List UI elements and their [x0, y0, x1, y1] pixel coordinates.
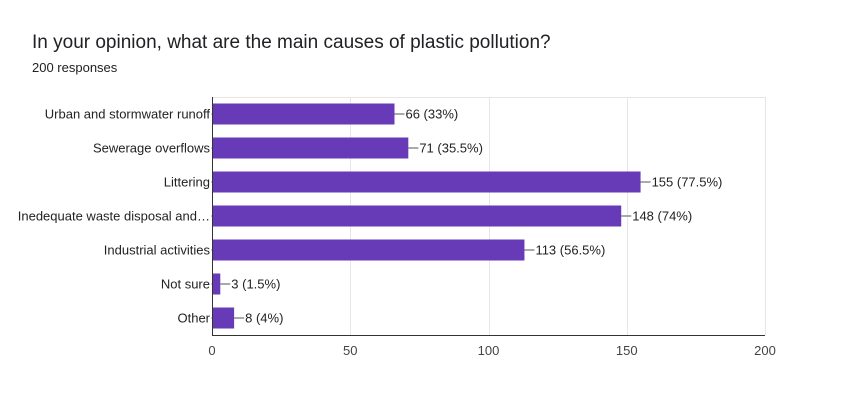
bar-6 [212, 307, 235, 329]
data-label-0: 66 (33%) [405, 107, 458, 122]
x-tick-label-100: 100 [478, 343, 500, 358]
bar-5 [212, 273, 221, 295]
bar-2 [212, 171, 641, 193]
responses-count: 200 responses [32, 60, 118, 75]
bar-3 [212, 205, 622, 227]
axes [211, 97, 765, 336]
bars [212, 103, 641, 329]
data-label-3: 148 (74%) [632, 209, 692, 224]
data-label-4: 113 (56.5%) [535, 243, 605, 258]
bar-4 [212, 239, 525, 261]
data-label-1: 71 (35.5%) [419, 141, 483, 156]
labels: 0 50 100 150 200 66 (33%) Urban and stormwater… [18, 107, 776, 359]
x-tick-label-200: 200 [754, 343, 776, 358]
x-tick-label-150: 150 [616, 343, 638, 358]
bar-0 [212, 103, 395, 125]
category-label-6: Other [177, 311, 210, 326]
data-label-2: 155 (77.5%) [652, 175, 723, 190]
chart-title: In your opinion, what are the main cause… [32, 32, 551, 53]
x-tick-label-0: 0 [208, 343, 215, 358]
data-label-5: 3 (1.5%) [231, 277, 280, 292]
category-label-3: Inedequate waste disposal and… [18, 209, 210, 224]
bar-1 [212, 137, 409, 159]
category-label-4: Industrial activities [104, 243, 211, 258]
category-label-1: Sewerage overflows [93, 141, 211, 156]
category-label-2: Littering [164, 175, 210, 190]
category-label-5: Not sure [161, 277, 210, 292]
category-label-0: Urban and stormwater runoff [45, 107, 211, 122]
x-tick-label-50: 50 [343, 343, 357, 358]
data-label-6: 8 (4%) [245, 311, 283, 326]
